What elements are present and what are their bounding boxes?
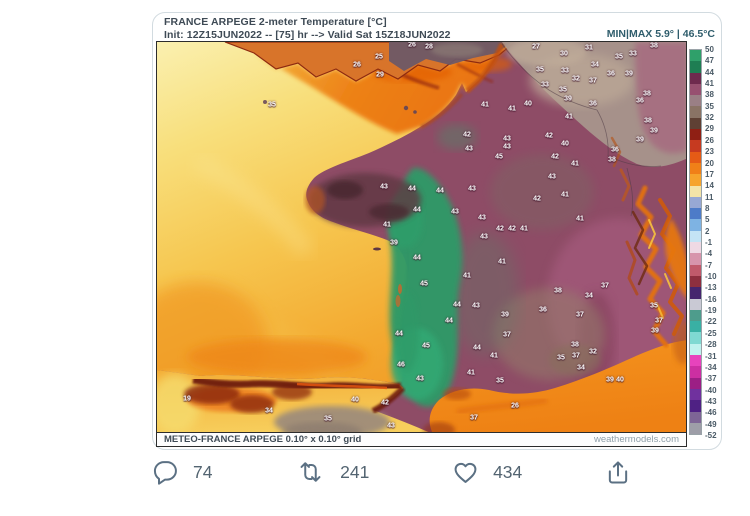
colorbar-segment (690, 106, 701, 118)
colorbar-segment (690, 151, 701, 163)
colorbar-segment (690, 72, 701, 84)
colorbar-segment (690, 298, 701, 310)
colorbar-segment (690, 411, 701, 423)
reply-button[interactable]: 74 (152, 458, 212, 486)
colorbar-segment (690, 275, 701, 288)
like-button[interactable]: 434 (451, 458, 522, 486)
map-init-valid: Init: 12Z15JUN2022 -- [75] hr --> Valid … (164, 28, 451, 41)
map-graphic (157, 42, 686, 432)
temperature-colorbar (689, 49, 702, 435)
heart-icon (451, 458, 480, 486)
colorbar-segment (690, 242, 701, 254)
colorbar-segment (690, 400, 701, 412)
colorbar-tick: 44 (705, 67, 714, 77)
colorbar-segment (690, 162, 701, 175)
colorbar-tick-labels: 50 47 44 41 38 35 32 29 26 23 20 17 14 11 8 5 2 -1 -4 -7 -10… (705, 45, 729, 440)
colorbar-tick: -49 (705, 419, 717, 429)
colorbar-tick: 23 (705, 147, 714, 157)
colorbar-tick: 38 (705, 90, 714, 100)
colorbar-tick: 47 (705, 56, 714, 66)
colorbar-tick: 50 (705, 45, 714, 54)
like-count: 434 (493, 461, 523, 482)
colorbar-segment (690, 219, 701, 231)
colorbar-segment (690, 388, 701, 401)
colorbar-tick: -4 (705, 249, 713, 259)
colorbar-segment (690, 253, 701, 265)
colorbar-tick: -40 (705, 385, 717, 395)
colorbar-tick: 14 (705, 181, 714, 191)
colorbar-tick: -28 (705, 340, 717, 350)
colorbar-segment (690, 208, 701, 220)
share-icon (604, 458, 632, 486)
reply-icon (152, 458, 180, 486)
colorbar-segment (690, 196, 701, 209)
colorbar-tick: -25 (705, 328, 717, 338)
colorbar-segment (690, 355, 701, 367)
colorbar-tick: 26 (705, 135, 714, 145)
colorbar-tick: 2 (705, 226, 710, 236)
colorbar-segment (690, 50, 701, 62)
colorbar-tick: -1 (705, 238, 713, 247)
colorbar-segment (690, 230, 701, 243)
colorbar-segment (690, 140, 701, 152)
colorbar-tick: -52 (705, 431, 717, 440)
colorbar-tick: -10 (705, 272, 717, 282)
colorbar-tick: -22 (705, 317, 717, 327)
reply-count: 74 (193, 461, 213, 482)
map-footer-bar: METEO-FRANCE ARPEGE 0.10° x 0.10° grid w… (156, 433, 687, 447)
colorbar-segment (690, 174, 701, 186)
colorbar-segment (690, 287, 701, 299)
colorbar-tick: -13 (705, 283, 717, 293)
share-button[interactable] (604, 458, 632, 486)
temperature-map: 26 28 25 26 29 35 27 30 31 35 33 38 34 35 33 36 39 32 37 33… (156, 41, 687, 433)
colorbar-tick: 5 (705, 215, 710, 225)
colorbar-tick: 41 (705, 79, 714, 89)
colorbar-segment (690, 264, 701, 276)
colorbar-tick: 11 (705, 192, 714, 202)
colorbar-tick: -37 (705, 374, 717, 384)
colorbar-segment (690, 185, 701, 197)
colorbar-segment (690, 129, 701, 141)
colorbar-segment (690, 83, 701, 96)
colorbar-tick: 20 (705, 158, 714, 168)
colorbar-segment (690, 422, 701, 435)
retweet-button[interactable]: 241 (294, 458, 369, 486)
tweet-action-bar: 74 241 434 (152, 452, 632, 492)
colorbar-tick: -46 (705, 408, 717, 418)
colorbar-tick: -43 (705, 396, 717, 406)
map-header: FRANCE ARPEGE 2-meter Temperature [°C] I… (164, 16, 584, 41)
colorbar-tick: -34 (705, 362, 717, 372)
colorbar-segment (690, 309, 701, 322)
colorbar-tick: 8 (705, 203, 710, 213)
retweet-count: 241 (340, 461, 370, 482)
colorbar-segment (690, 321, 701, 333)
colorbar-tick: -16 (705, 294, 717, 304)
colorbar-tick: 32 (705, 113, 714, 123)
weather-map-card: FRANCE ARPEGE 2-meter Temperature [°C] I… (152, 12, 722, 450)
retweet-icon (294, 458, 327, 486)
colorbar-segment (690, 377, 701, 389)
colorbar-segment (690, 61, 701, 73)
source-watermark: weathermodels.com (593, 434, 679, 445)
minmax-readout: MIN|MAX 5.9° | 46.5°C (606, 28, 715, 40)
colorbar-tick: -19 (705, 306, 717, 316)
colorbar-segment (690, 366, 701, 378)
colorbar-tick: 29 (705, 124, 714, 134)
map-title: FRANCE ARPEGE 2-meter Temperature [°C] (164, 16, 387, 28)
colorbar-segment (690, 332, 701, 344)
colorbar-tick: 17 (705, 169, 714, 179)
colorbar-segment (690, 343, 701, 356)
grid-info: METEO-FRANCE ARPEGE 0.10° x 0.10° grid (164, 434, 362, 445)
colorbar-tick: 35 (705, 101, 714, 111)
colorbar-segment (690, 117, 701, 130)
colorbar-tick: -7 (705, 260, 713, 270)
colorbar-segment (690, 95, 701, 107)
colorbar-tick: -31 (705, 351, 717, 361)
